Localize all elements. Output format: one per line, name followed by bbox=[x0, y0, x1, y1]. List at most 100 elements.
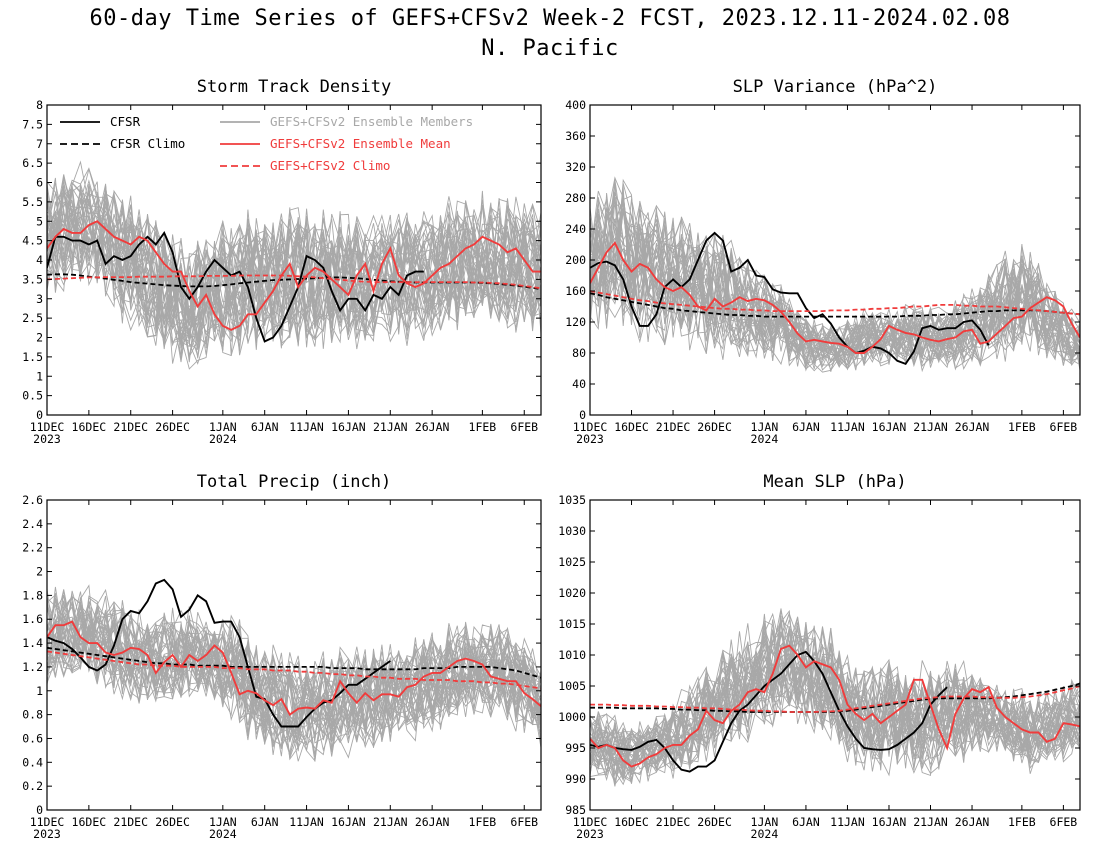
ensemble-member-line bbox=[47, 182, 541, 344]
ensemble-members bbox=[47, 584, 541, 762]
x-tick-label: 16JAN bbox=[331, 420, 366, 434]
ensemble-member-line bbox=[47, 192, 541, 348]
y-tick-label: 1 bbox=[36, 369, 43, 383]
legend-label-gefs-cfsv2-ensemble-members: GEFS+CFSv2 Ensemble Members bbox=[270, 114, 473, 129]
series-line-cfsr bbox=[47, 230, 424, 343]
figure-subtitle: N. Pacific bbox=[481, 36, 619, 61]
series-line-cfsr-climo bbox=[590, 292, 1080, 318]
y-tick-label: 120 bbox=[565, 315, 586, 329]
x-tick-year-label: 2024 bbox=[751, 827, 779, 841]
ensemble-member-line bbox=[590, 190, 1080, 364]
ensemble-member-line bbox=[47, 181, 541, 345]
ensemble-member-line bbox=[47, 181, 541, 351]
y-tick-label: 0.4 bbox=[22, 755, 43, 769]
ensemble-member-line bbox=[47, 186, 541, 341]
y-tick-label: 6.5 bbox=[22, 156, 43, 170]
y-tick-label: 0.6 bbox=[22, 731, 43, 745]
x-tick-label: 11DEC bbox=[573, 815, 608, 829]
legend-label-gefs-cfsv2-climo: GEFS+CFSv2 Climo bbox=[270, 158, 390, 173]
x-tick-label: 26DEC bbox=[155, 420, 190, 434]
x-tick-label: 21JAN bbox=[373, 420, 408, 434]
series-line-gefs-cfsv2-climo bbox=[590, 290, 1080, 316]
y-tick-label: 240 bbox=[565, 222, 586, 236]
legend-label-cfsr-climo: CFSR Climo bbox=[110, 136, 185, 151]
ensemble-member-line bbox=[47, 181, 541, 351]
x-tick-label: 26JAN bbox=[955, 815, 990, 829]
x-tick-label: 6FEB bbox=[1050, 815, 1078, 829]
x-tick-label: 1JAN bbox=[751, 815, 779, 829]
y-tick-label: 0 bbox=[36, 408, 43, 422]
x-tick-label: 6JAN bbox=[792, 420, 820, 434]
y-tick-label: 1.8 bbox=[22, 588, 43, 602]
x-tick-year-label: 2024 bbox=[751, 432, 779, 446]
y-tick-label: 6 bbox=[36, 176, 43, 190]
x-tick-year-label: 2024 bbox=[209, 432, 237, 446]
y-tick-label: 995 bbox=[565, 741, 586, 755]
y-tick-label: 8 bbox=[36, 98, 43, 112]
x-tick-label: 26DEC bbox=[697, 420, 732, 434]
ensemble-member-line bbox=[590, 630, 1080, 766]
y-tick-label: 2.5 bbox=[22, 311, 43, 325]
y-tick-label: 4 bbox=[36, 253, 43, 267]
x-tick-label: 11DEC bbox=[30, 420, 65, 434]
y-tick-label: 2.2 bbox=[22, 541, 43, 555]
x-tick-label: 16DEC bbox=[614, 815, 649, 829]
ensemble-member-line bbox=[590, 196, 1080, 372]
y-tick-label: 1020 bbox=[558, 586, 586, 600]
ensemble-member-line bbox=[590, 221, 1080, 367]
y-tick-label: 5 bbox=[36, 214, 43, 228]
series-line-cfsr-climo bbox=[47, 646, 541, 679]
x-tick-label: 1FEB bbox=[1008, 815, 1036, 829]
x-tick-label: 11DEC bbox=[30, 815, 65, 829]
x-tick-year-label: 2023 bbox=[576, 432, 604, 446]
y-tick-label: 320 bbox=[565, 160, 586, 174]
y-tick-label: 360 bbox=[565, 129, 586, 143]
y-tick-label: 7 bbox=[36, 137, 43, 151]
y-tick-label: 1010 bbox=[558, 648, 586, 662]
x-tick-label: 6FEB bbox=[510, 815, 538, 829]
ensemble-member-line bbox=[590, 214, 1080, 366]
legend-label-cfsr: CFSR bbox=[110, 114, 141, 129]
x-tick-label: 11JAN bbox=[830, 420, 865, 434]
panel-title: SLP Variance (hPa^2) bbox=[733, 77, 938, 97]
x-tick-year-label: 2024 bbox=[209, 827, 237, 841]
y-tick-label: 1035 bbox=[558, 493, 586, 507]
x-tick-label: 21DEC bbox=[113, 815, 148, 829]
y-tick-label: 1005 bbox=[558, 679, 586, 693]
x-tick-label: 26JAN bbox=[955, 420, 990, 434]
y-tick-label: 0 bbox=[579, 408, 586, 422]
x-tick-year-label: 2023 bbox=[33, 827, 61, 841]
figure-title: 60-day Time Series of GEFS+CFSv2 Week-2 … bbox=[89, 6, 1011, 31]
y-tick-label: 1000 bbox=[558, 710, 586, 724]
y-tick-label: 1.6 bbox=[22, 612, 43, 626]
x-tick-label: 21DEC bbox=[113, 420, 148, 434]
panel-title: Mean SLP (hPa) bbox=[763, 472, 906, 492]
x-tick-label: 11JAN bbox=[289, 815, 324, 829]
ensemble-member-line bbox=[47, 619, 541, 742]
y-tick-label: 1 bbox=[36, 684, 43, 698]
y-tick-label: 0.2 bbox=[22, 779, 43, 793]
plot-frame bbox=[589, 499, 1081, 811]
series-line-gefs-cfsv2-ensemble-mean bbox=[590, 241, 1080, 354]
x-tick-label: 6JAN bbox=[792, 815, 820, 829]
x-tick-label: 16JAN bbox=[331, 815, 366, 829]
ensemble-member-line bbox=[47, 594, 541, 746]
y-tick-label: 4.5 bbox=[22, 234, 43, 248]
x-tick-label: 21DEC bbox=[656, 420, 691, 434]
y-tick-label: 1.5 bbox=[22, 350, 43, 364]
x-tick-label: 21JAN bbox=[913, 420, 948, 434]
ensemble-member-line bbox=[590, 197, 1080, 372]
x-tick-label: 16DEC bbox=[614, 420, 649, 434]
x-tick-label: 1JAN bbox=[751, 420, 779, 434]
y-tick-label: 0 bbox=[36, 803, 43, 817]
ensemble-members bbox=[590, 608, 1080, 787]
y-tick-label: 2 bbox=[36, 565, 43, 579]
x-tick-label: 6FEB bbox=[1050, 420, 1078, 434]
x-tick-label: 16DEC bbox=[72, 420, 107, 434]
x-tick-label: 6JAN bbox=[251, 420, 279, 434]
y-tick-label: 990 bbox=[565, 772, 586, 786]
series-line-gefs-cfsv2-ensemble-mean bbox=[47, 620, 541, 716]
y-tick-label: 280 bbox=[565, 191, 586, 205]
x-tick-label: 21JAN bbox=[913, 815, 948, 829]
